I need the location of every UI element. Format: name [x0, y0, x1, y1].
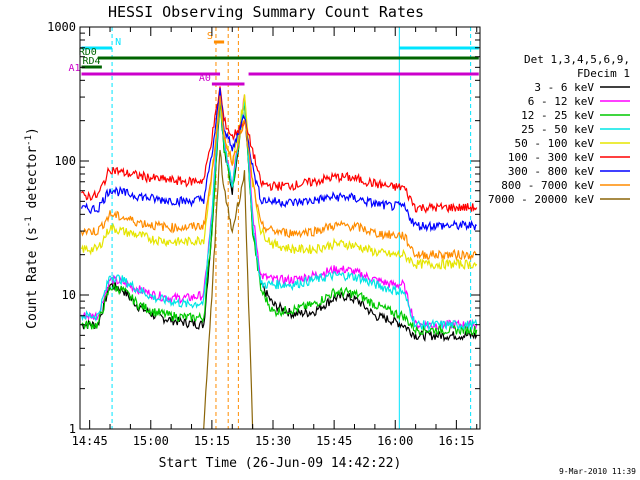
- legend-title-line: FDecim 1: [577, 67, 630, 80]
- plot-frame: [79, 26, 481, 430]
- x-tick-label: 15:15: [194, 434, 230, 448]
- x-tick-label: 15:45: [316, 434, 352, 448]
- y-axis-label-part: detector: [25, 146, 40, 217]
- series-line: [80, 96, 478, 332]
- y-tick-label: 1: [69, 422, 76, 436]
- legend-entry-label: 7000 - 20000 keV: [488, 193, 594, 206]
- x-tick-label: 15:00: [133, 434, 169, 448]
- series-line: [80, 98, 478, 337]
- x-tick-label: 16:00: [377, 434, 413, 448]
- series-line: [81, 86, 478, 214]
- legend-entry-label: 6 - 12 keV: [528, 95, 595, 108]
- y-tick-label: 1000: [47, 20, 76, 34]
- state-bar-label: A0: [199, 73, 211, 84]
- series-line: [81, 97, 478, 343]
- y-axis-ticks: 1 10 100 1000: [47, 20, 480, 436]
- x-tick-label: 14:45: [72, 434, 108, 448]
- x-tick-label: 16:15: [438, 434, 474, 448]
- x-tick-label: 15:30: [255, 434, 291, 448]
- x-axis-label: Start Time (26-Jun-09 14:42:22): [159, 456, 402, 471]
- y-axis-label: Count Rate (s-1 detector-1): [24, 127, 40, 329]
- series-line: [80, 87, 478, 233]
- series-line: [80, 94, 478, 332]
- y-tick-label: 100: [54, 154, 76, 168]
- legend-entry-label: 12 - 25 keV: [521, 109, 594, 122]
- series-line: [203, 149, 254, 430]
- y-axis-label-part: Count Rate (s: [25, 227, 40, 329]
- state-bar-label: A1: [68, 63, 80, 74]
- y-axis-label-superscript: -1: [24, 216, 34, 227]
- state-bar-label: RD0: [79, 47, 97, 58]
- x-axis-ticks: 14:45 15:00 15:15 15:30 15:45 16:00 16:15: [72, 27, 478, 448]
- legend-entry-label: 25 - 50 keV: [521, 123, 594, 136]
- y-tick-label: 10: [62, 288, 76, 302]
- chart-title: HESSI Observing Summary Count Rates: [108, 3, 424, 21]
- legend-entry-label: 300 - 800 keV: [508, 165, 594, 178]
- legend-title-line: Det 1,3,4,5,6,9,: [524, 53, 630, 66]
- legend-entry-label: 3 - 6 keV: [534, 81, 594, 94]
- state-bar-label: N: [115, 37, 121, 48]
- timestamp: 9-Mar-2010 11:39: [559, 467, 636, 476]
- legend-entry-label: 50 - 100 keV: [515, 137, 595, 150]
- y-axis-label-part: ): [25, 127, 40, 135]
- state-bar-label: S: [207, 31, 213, 42]
- series-line: [80, 95, 478, 262]
- legend-entry-label: 100 - 300 keV: [508, 151, 594, 164]
- legend-entry-label: 800 - 7000 keV: [501, 179, 594, 192]
- state-bar-label: RD4: [83, 56, 101, 67]
- y-axis-label-superscript: -1: [24, 135, 34, 146]
- series-line: [80, 94, 478, 271]
